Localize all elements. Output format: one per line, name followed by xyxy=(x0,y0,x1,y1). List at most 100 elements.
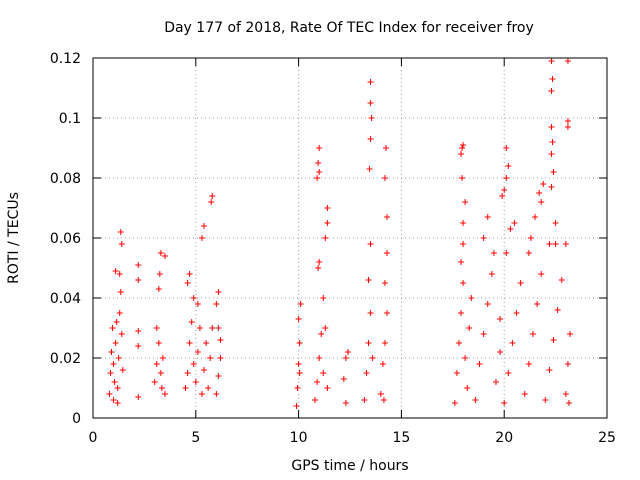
data-point xyxy=(466,325,473,331)
data-point xyxy=(564,118,571,124)
data-point xyxy=(182,385,189,391)
data-point xyxy=(552,220,559,226)
y-tick-label: 0.1 xyxy=(59,111,81,127)
data-point xyxy=(562,241,569,247)
y-axis-label: ROTI / TECUs xyxy=(6,192,22,284)
data-point xyxy=(135,394,142,400)
data-point xyxy=(111,379,118,385)
data-point xyxy=(384,310,391,316)
data-point xyxy=(135,277,142,283)
data-point xyxy=(186,271,193,277)
data-point xyxy=(135,328,142,334)
data-point xyxy=(492,379,499,385)
data-point xyxy=(527,235,534,241)
data-point xyxy=(484,214,491,220)
data-point xyxy=(367,136,374,142)
data-point xyxy=(194,301,201,307)
data-point xyxy=(459,145,466,151)
data-point xyxy=(320,370,327,376)
data-point xyxy=(201,367,208,373)
data-point xyxy=(208,199,215,205)
data-point xyxy=(468,295,475,301)
data-point xyxy=(548,184,555,190)
data-point xyxy=(361,397,368,403)
data-point xyxy=(476,361,483,367)
data-point xyxy=(472,397,479,403)
data-point xyxy=(566,331,573,337)
data-point xyxy=(460,280,467,286)
data-point xyxy=(548,124,555,130)
data-point xyxy=(460,220,467,226)
data-point xyxy=(549,139,556,145)
data-point xyxy=(455,340,462,346)
data-point xyxy=(314,379,321,385)
data-point xyxy=(190,361,197,367)
data-point xyxy=(501,187,508,193)
data-point xyxy=(484,301,491,307)
y-tick-label: 0 xyxy=(72,411,81,427)
data-point xyxy=(320,295,327,301)
data-point xyxy=(536,190,543,196)
data-point xyxy=(116,271,123,277)
data-point xyxy=(521,391,528,397)
data-point xyxy=(548,58,555,64)
data-point xyxy=(538,271,545,277)
data-point xyxy=(188,319,195,325)
data-point xyxy=(295,316,302,322)
data-point xyxy=(116,310,123,316)
data-point xyxy=(488,271,495,277)
ticks-layer: 0 5 10 15 20 25 0 0.02 0.04 0.06 0.08 0.1 0.12 xyxy=(50,51,616,446)
data-point xyxy=(381,340,388,346)
data-point xyxy=(295,361,302,367)
data-point xyxy=(314,175,321,181)
data-point xyxy=(562,391,569,397)
data-point xyxy=(517,280,524,286)
data-point xyxy=(490,250,497,256)
data-point xyxy=(367,241,374,247)
data-point xyxy=(209,325,216,331)
data-point xyxy=(115,355,122,361)
data-point xyxy=(118,241,125,247)
data-point xyxy=(377,391,384,397)
y-tick-label: 0.08 xyxy=(50,171,81,187)
data-point xyxy=(459,175,466,181)
data-point xyxy=(151,379,158,385)
y-tick-label: 0.12 xyxy=(50,51,81,67)
data-point xyxy=(534,301,541,307)
grid-layer xyxy=(93,58,607,418)
data-point xyxy=(451,400,458,406)
data-point xyxy=(192,379,199,385)
y-tick-label: 0.04 xyxy=(50,291,81,307)
data-point xyxy=(213,391,220,397)
data-point xyxy=(114,400,121,406)
data-point xyxy=(369,355,376,361)
x-tick-label: 0 xyxy=(89,430,98,446)
y-tick-label: 0.02 xyxy=(50,351,81,367)
data-point xyxy=(203,340,210,346)
data-point xyxy=(552,241,559,247)
data-point xyxy=(458,310,465,316)
data-point xyxy=(462,199,469,205)
data-point xyxy=(365,277,372,283)
data-point xyxy=(554,307,561,313)
data-point xyxy=(564,124,571,130)
data-point xyxy=(497,349,504,355)
data-point xyxy=(109,325,116,331)
data-point xyxy=(209,193,216,199)
data-point xyxy=(297,301,304,307)
data-point xyxy=(324,205,331,211)
data-point xyxy=(344,349,351,355)
data-point xyxy=(198,235,205,241)
data-point xyxy=(511,220,518,226)
data-point xyxy=(342,355,349,361)
data-point xyxy=(525,361,532,367)
chart-title: Day 177 of 2018, Rate Of TEC Index for r… xyxy=(164,20,534,36)
data-point xyxy=(503,250,510,256)
data-point xyxy=(293,403,300,409)
data-point xyxy=(558,277,565,283)
data-point xyxy=(194,349,201,355)
data-point xyxy=(217,355,224,361)
data-point xyxy=(382,145,389,151)
data-point xyxy=(342,400,349,406)
data-point xyxy=(161,253,168,259)
